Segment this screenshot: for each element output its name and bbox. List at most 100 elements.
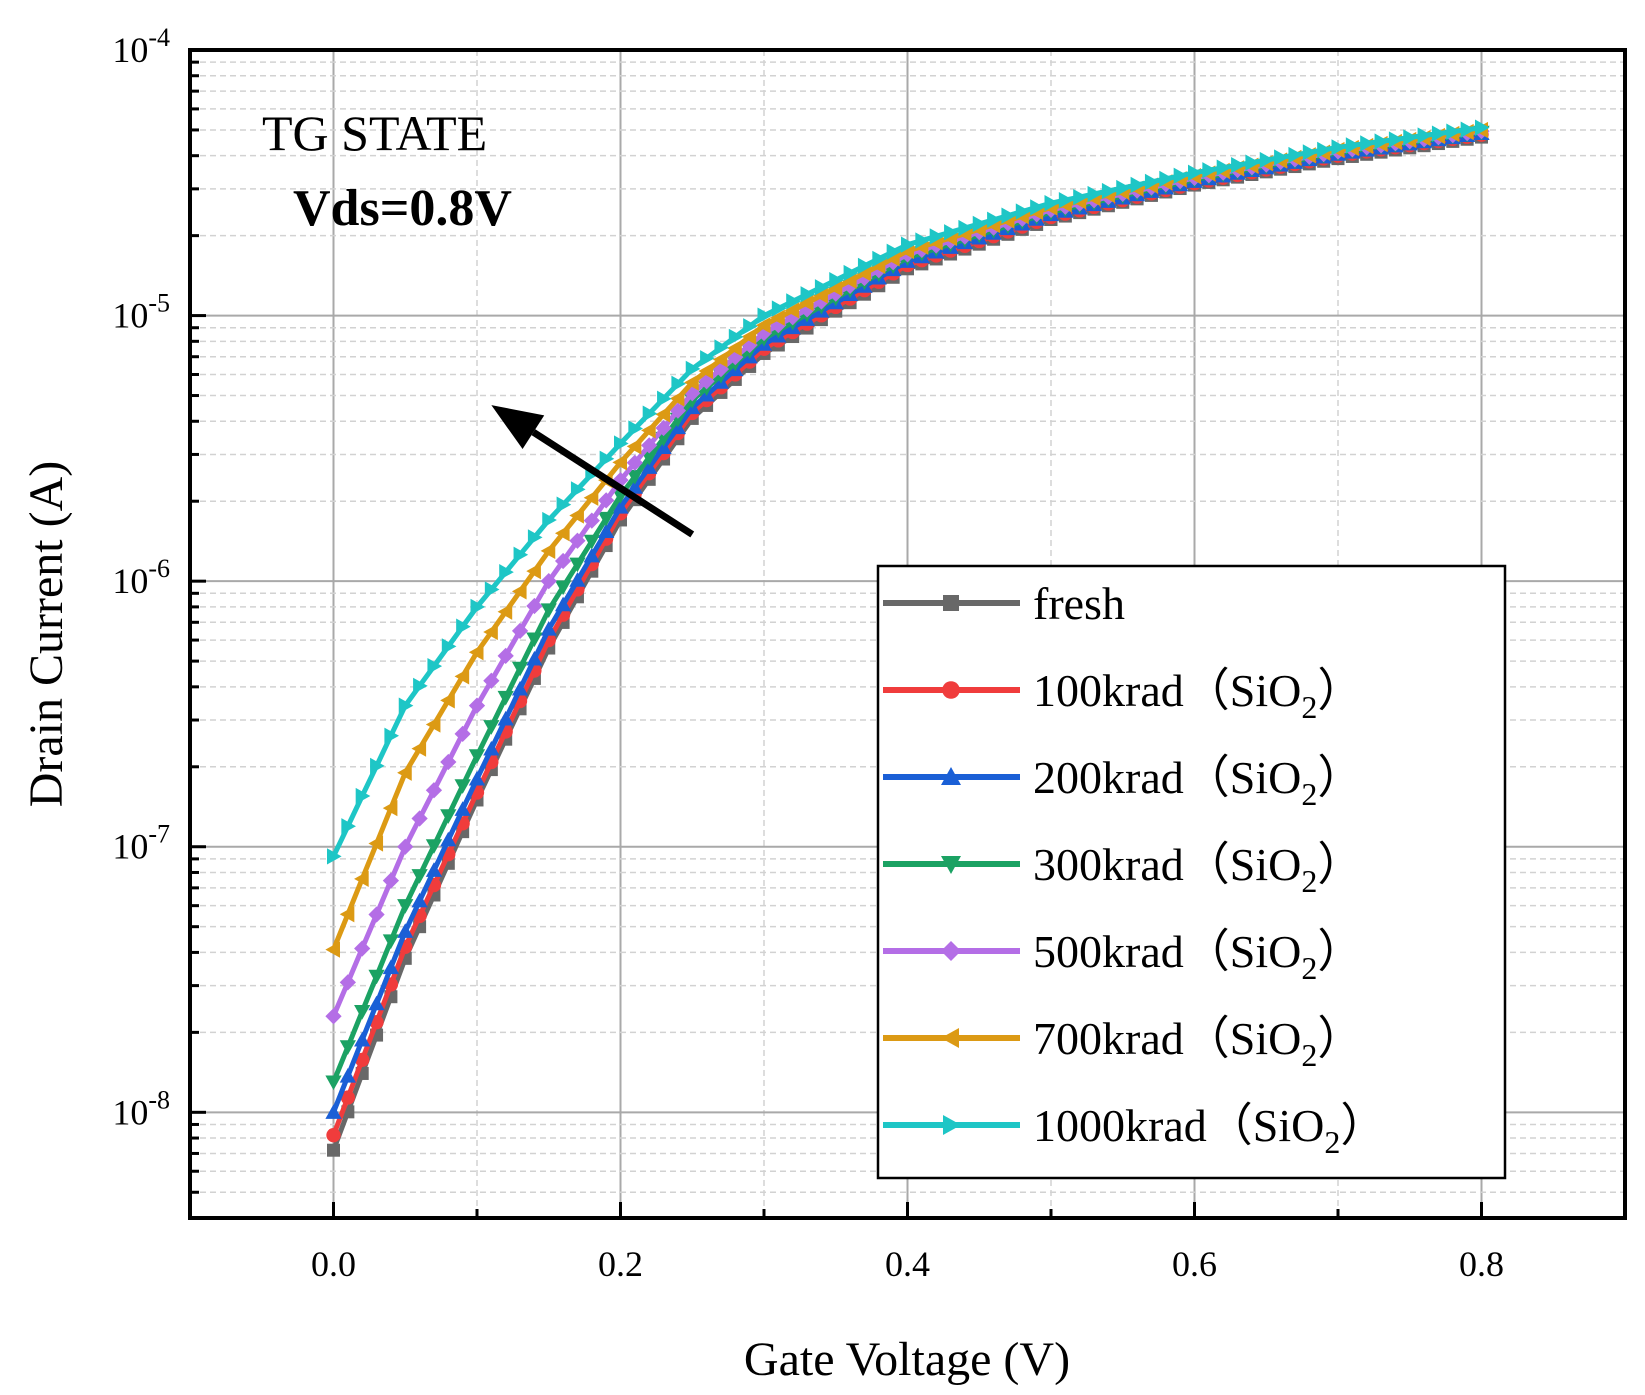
- data-point: [698, 362, 714, 380]
- data-point: [941, 1028, 959, 1048]
- data-point: [570, 481, 586, 498]
- legend-entry-100krad: 100krad（SiO2）: [883, 665, 1363, 725]
- data-point: [987, 211, 1002, 228]
- data-point: [454, 668, 470, 685]
- data-point: [1403, 129, 1418, 146]
- data-point: [339, 1068, 356, 1083]
- data-point: [554, 552, 572, 570]
- data-point: [454, 779, 471, 794]
- data-point: [784, 302, 800, 319]
- data-point: [929, 228, 945, 245]
- data-point: [440, 809, 457, 824]
- data-point: [1216, 159, 1232, 176]
- data-point: [1345, 137, 1361, 154]
- data-point: [1245, 154, 1261, 171]
- data-point: [813, 287, 828, 304]
- data-point: [427, 657, 443, 675]
- data-point: [339, 906, 355, 923]
- data-point: [1087, 185, 1103, 203]
- dose-arrow: [491, 405, 695, 538]
- data-point: [800, 286, 816, 303]
- data-point: [1231, 156, 1246, 174]
- data-point: [554, 580, 572, 596]
- data-point: [384, 727, 400, 744]
- data-point: [425, 716, 441, 733]
- data-point: [1159, 170, 1174, 187]
- data-point: [1417, 127, 1433, 144]
- data-point: [540, 603, 557, 618]
- data-point: [382, 959, 400, 975]
- data-point: [569, 507, 584, 524]
- data-point: [354, 870, 369, 887]
- data-point: [397, 764, 412, 781]
- data-point: [325, 1008, 342, 1025]
- x-tick-label: 0.2: [598, 1244, 643, 1284]
- data-point: [1144, 173, 1160, 190]
- data-point: [714, 339, 730, 356]
- arrow-head: [491, 405, 545, 450]
- data-point: [368, 906, 385, 923]
- data-point: [440, 692, 455, 709]
- data-point: [540, 620, 557, 636]
- data-point: [1101, 182, 1117, 200]
- data-point: [583, 512, 600, 529]
- data-point: [569, 557, 586, 573]
- data-point: [626, 479, 643, 494]
- data-point: [454, 725, 471, 742]
- legend-label: 700krad（SiO2）: [1033, 1013, 1363, 1073]
- data-point: [1001, 207, 1017, 224]
- data-point: [1475, 119, 1490, 136]
- data-point: [743, 318, 758, 335]
- data-point: [829, 271, 844, 289]
- data-point: [655, 406, 671, 423]
- data-point: [397, 923, 414, 938]
- data-point: [441, 638, 457, 655]
- data-point: [397, 838, 414, 855]
- data-point: [684, 374, 699, 391]
- data-point: [470, 598, 486, 616]
- data-point: [712, 351, 728, 368]
- data-point: [354, 1031, 371, 1047]
- data-point: [1374, 133, 1390, 150]
- data-point: [599, 450, 615, 467]
- data-point: [398, 697, 414, 714]
- data-point: [727, 339, 742, 357]
- legend-box: [876, 564, 1507, 1180]
- data-point: [856, 265, 871, 282]
- data-point: [526, 597, 543, 615]
- data-point: [814, 279, 830, 296]
- data-point: [340, 1090, 355, 1105]
- data-point: [341, 818, 356, 835]
- data-point: [440, 753, 457, 771]
- data-point: [483, 623, 498, 641]
- y-tick-label: 10-7: [112, 820, 170, 867]
- data-point: [972, 215, 988, 233]
- data-point: [941, 856, 961, 874]
- data-point: [598, 523, 615, 539]
- data-point: [655, 439, 672, 454]
- data-point: [511, 661, 529, 677]
- data-point: [411, 740, 427, 757]
- data-point: [468, 770, 486, 786]
- data-point: [1431, 125, 1447, 142]
- data-point: [511, 622, 529, 640]
- bias-annotation: Vds=0.8V: [293, 180, 512, 237]
- x-tick-label: 0.6: [1172, 1244, 1217, 1284]
- data-point: [626, 438, 642, 455]
- data-point: [941, 941, 961, 961]
- data-point: [915, 232, 930, 249]
- data-point: [1259, 151, 1275, 169]
- data-point: [942, 681, 960, 699]
- data-point: [526, 650, 543, 666]
- data-point: [728, 328, 744, 346]
- data-point: [326, 1128, 341, 1143]
- y-tick-label: 10-5: [112, 289, 170, 336]
- legend-label: 200krad（SiO2）: [1033, 752, 1363, 812]
- data-point: [483, 672, 500, 689]
- data-point: [440, 831, 457, 847]
- data-point: [771, 300, 787, 317]
- data-point: [540, 542, 556, 560]
- data-point: [841, 272, 857, 289]
- data-point: [497, 710, 514, 726]
- data-point: [327, 848, 342, 865]
